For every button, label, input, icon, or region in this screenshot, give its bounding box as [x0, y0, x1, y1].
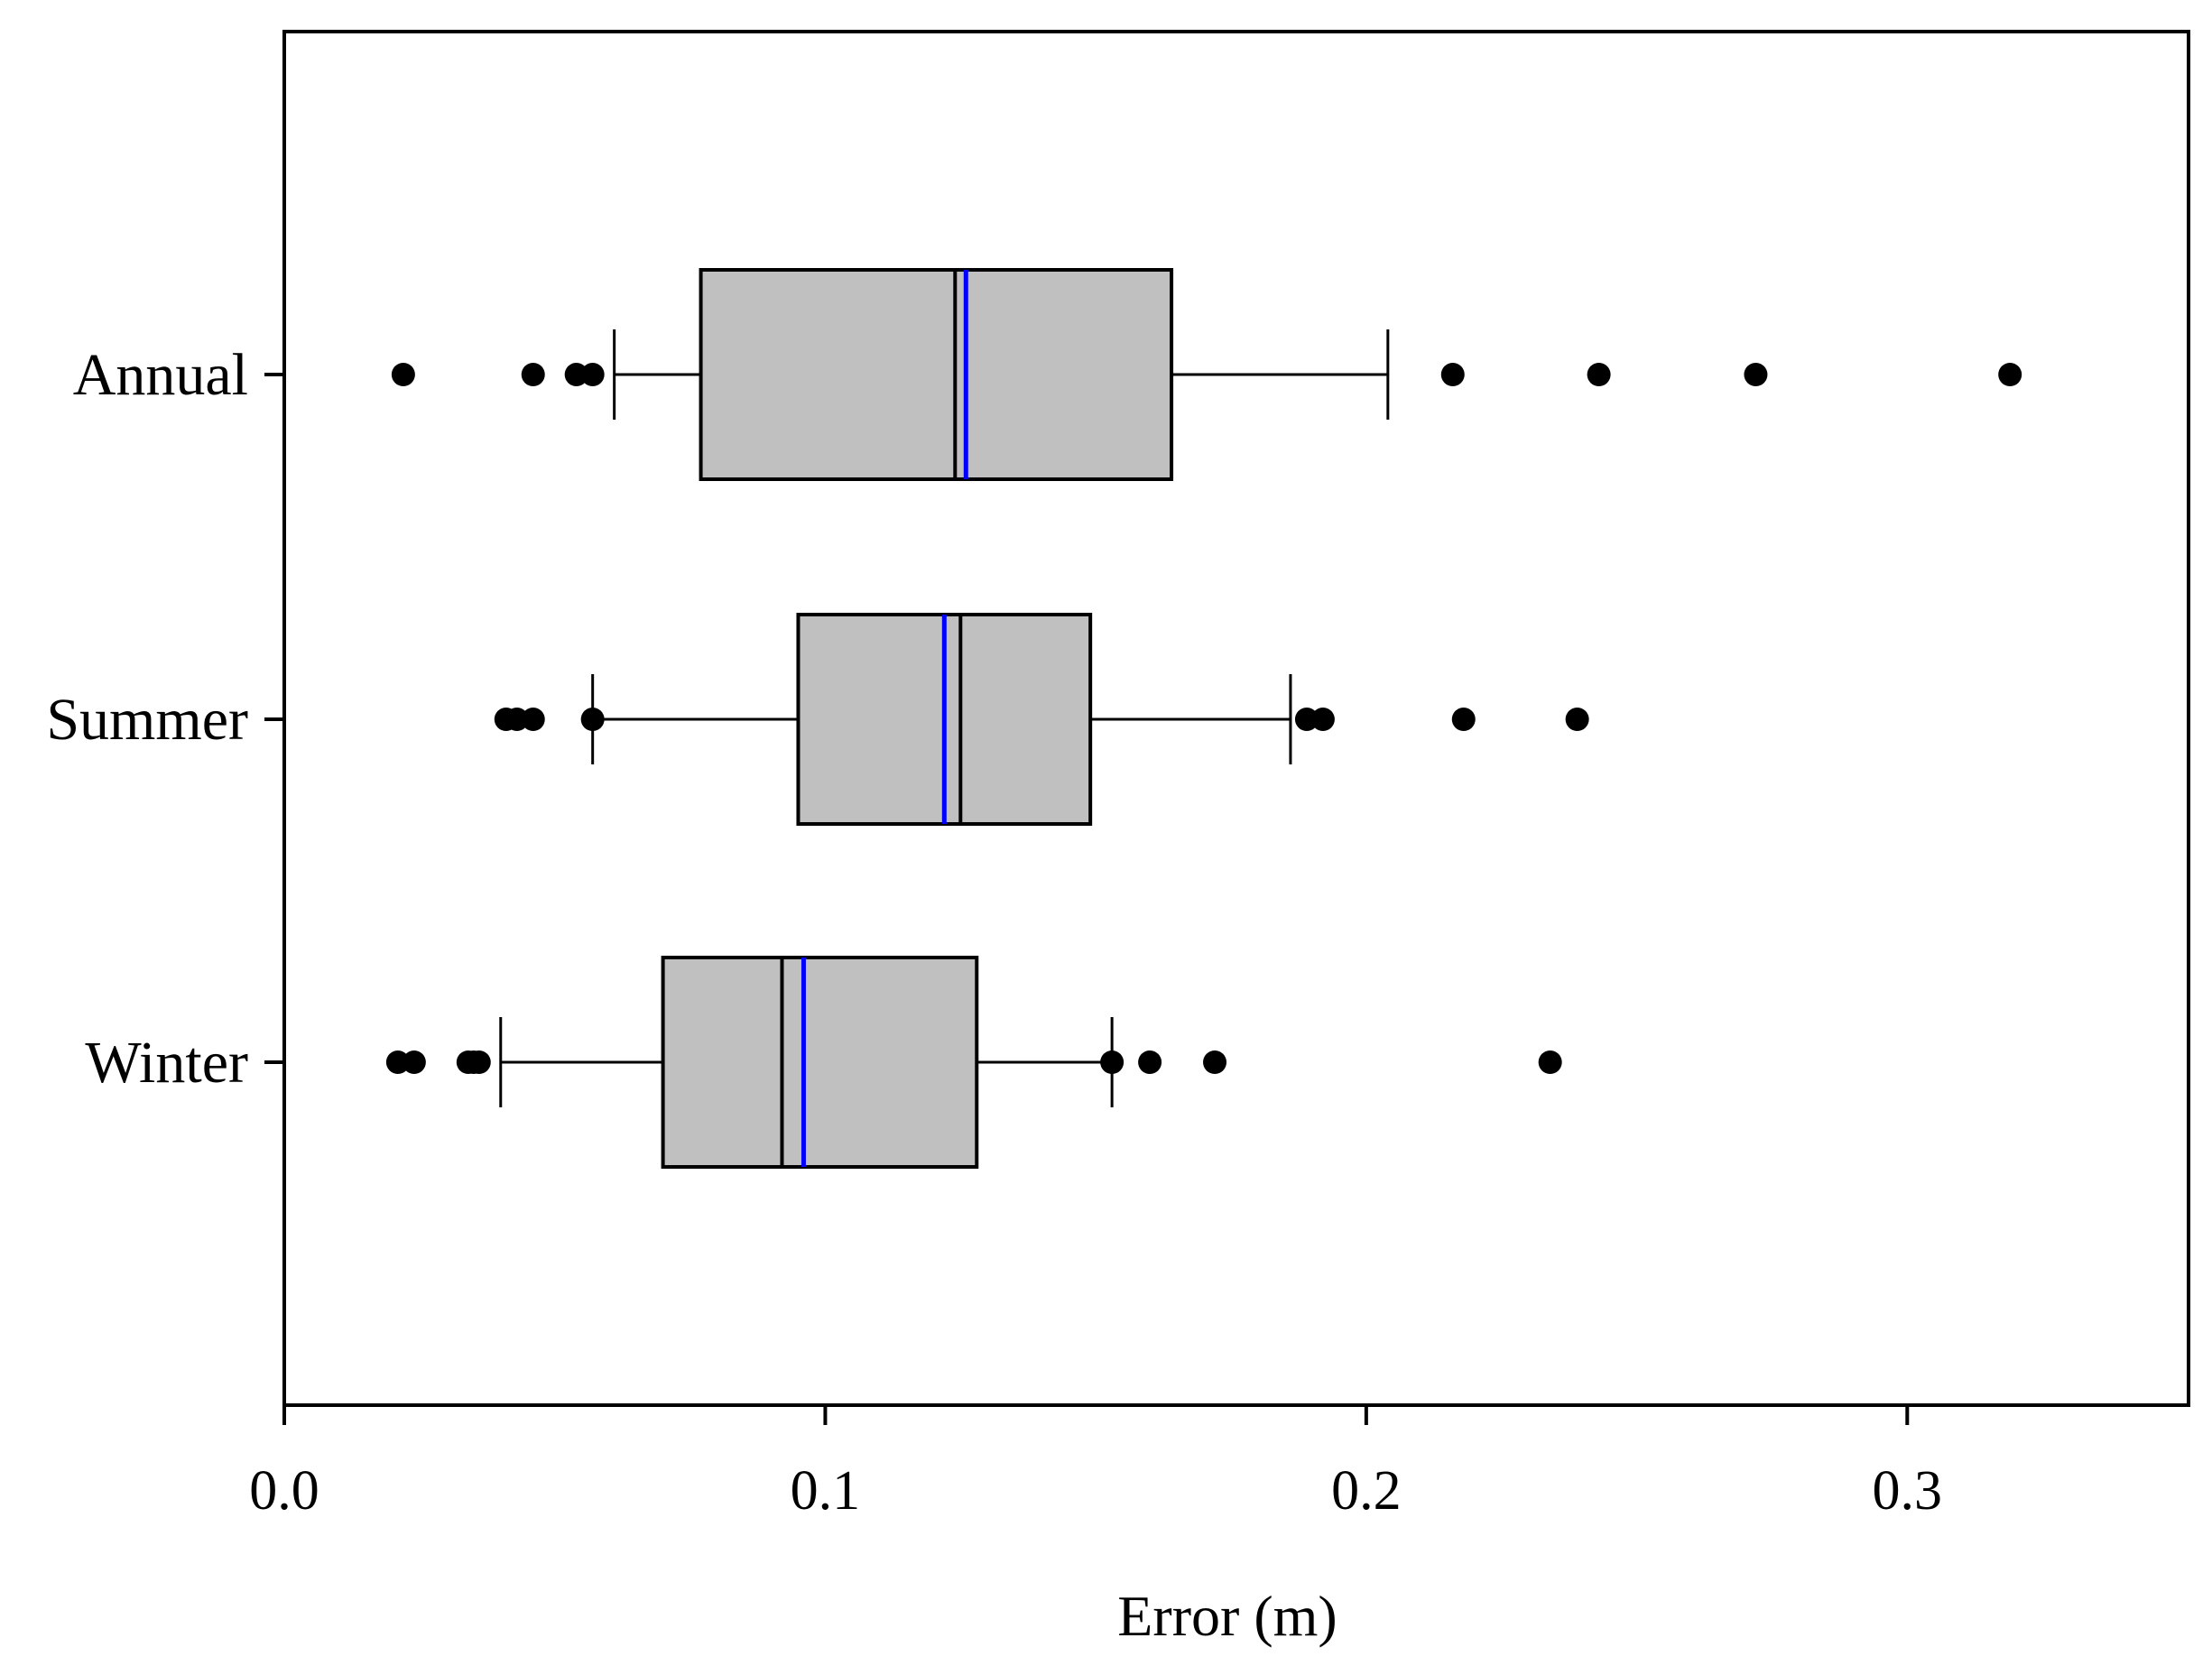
winter-outlier-point [1100, 1050, 1125, 1074]
annual-box [699, 268, 1174, 481]
annual-outlier-point [1440, 363, 1465, 386]
x-tick-label: 0.3 [1873, 1460, 1943, 1522]
x-tick-label: 0.1 [791, 1460, 861, 1522]
x-axis-title: Error (m) [1117, 1584, 1337, 1648]
summer-outlier-point [1565, 708, 1589, 731]
annual-outlier-point [521, 363, 545, 386]
winter-box [661, 956, 979, 1169]
summer-outlier-point [521, 708, 545, 731]
y-tick-label-winter: Winter [85, 1030, 248, 1096]
annual-outlier-point [580, 363, 605, 386]
outlier-group [385, 363, 2022, 1074]
summer-outlier-point [504, 708, 529, 731]
winter-outlier-point [1203, 1050, 1227, 1074]
summer-outlier-point [1294, 708, 1319, 731]
x-tick-label: 0.0 [249, 1460, 319, 1522]
axes-group: Annual Summer Winter 0.0 0.1 0.2 0.3 [46, 342, 1942, 1522]
y-tick-label-summer: Summer [46, 687, 248, 753]
winter-outlier-point [1538, 1050, 1562, 1074]
summer-outlier-point [1310, 708, 1335, 731]
annual-outlier-point [391, 363, 415, 386]
y-tick-label-annual: Annual [73, 342, 248, 408]
winter-outlier-point [385, 1050, 410, 1074]
winter-outlier-point [467, 1050, 491, 1074]
summer-outlier-point [1451, 708, 1476, 731]
winter-outlier-point [402, 1050, 426, 1074]
x-tick-label: 0.2 [1331, 1460, 1402, 1522]
annual-outlier-point [1998, 363, 2022, 386]
annual-outlier-point [564, 363, 588, 386]
annual-outlier-point [1587, 363, 1611, 386]
winter-outlier-point [1138, 1050, 1162, 1074]
box-group [499, 268, 1390, 1169]
summer-outlier-point [580, 708, 605, 731]
annual-outlier-point [1744, 363, 1768, 386]
